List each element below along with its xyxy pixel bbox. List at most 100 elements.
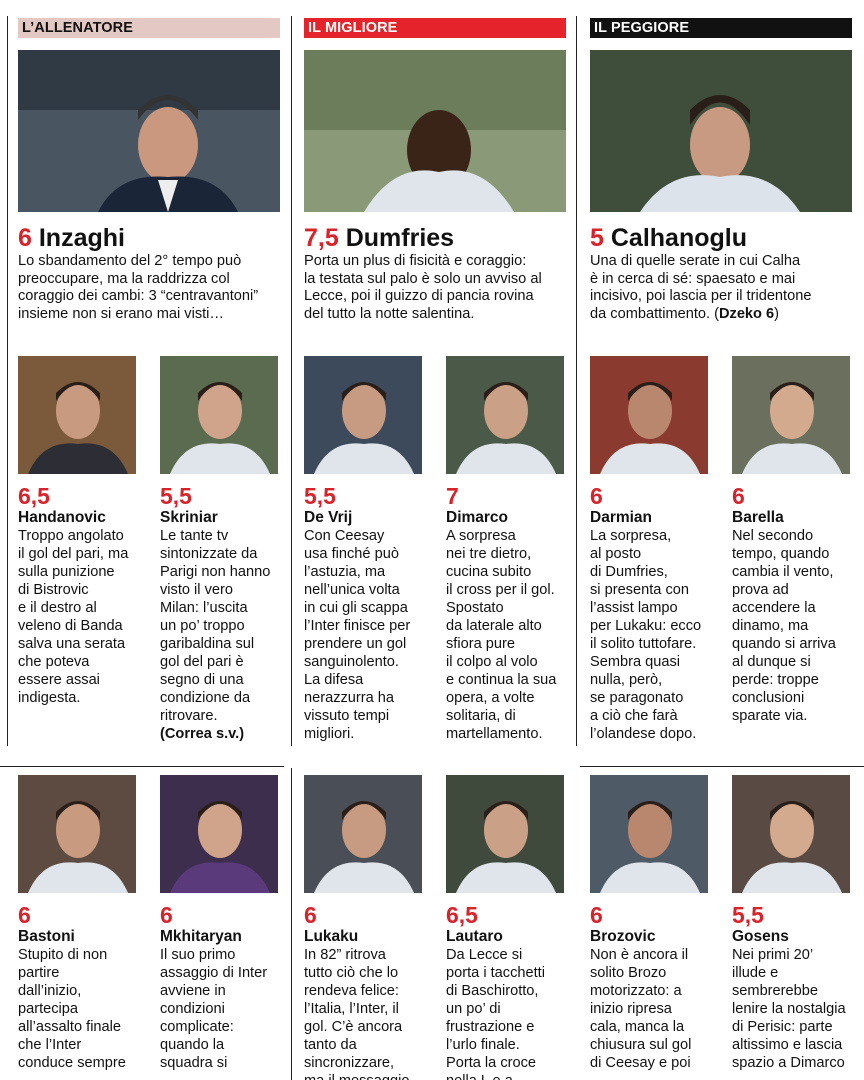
section-divider — [0, 766, 284, 767]
text-line: sembrerebbe — [732, 983, 818, 999]
player-text: Il suo primo assaggio di Inter avviene in c… — [160, 946, 267, 1072]
player-text: In 82” ritrova tutto ciò che lo rendeva fe… — [304, 946, 409, 1080]
text-line: tutto ciò che lo — [304, 965, 399, 981]
text-line: spazio a Dimarco — [732, 1055, 845, 1071]
text-line: Nel secondo — [732, 528, 814, 544]
worst-grade: 5 — [590, 224, 604, 252]
player-text: Troppo angolato il gol del pari, ma sulla … — [18, 527, 128, 707]
text-line: quando si arriva — [732, 636, 836, 652]
text-line: frustrazione e — [446, 1019, 535, 1035]
text-line: In 82” ritrova — [304, 947, 386, 963]
player-name: Bastoni — [18, 928, 75, 945]
text-line: si presenta con — [590, 582, 689, 598]
best-name: Dumfries — [345, 224, 455, 252]
player-text: Da Lecce si porta i tacchetti di Baschirot… — [446, 946, 545, 1080]
player-name: Darmian — [590, 509, 653, 526]
text-line: sanguinolento. — [304, 654, 399, 670]
text-line: e il destro al — [18, 600, 97, 616]
player-photo — [304, 775, 422, 893]
text-line: il solito tuttofare. — [590, 636, 697, 652]
text-line: indigesta. — [18, 690, 81, 706]
text-line: conduce sempre — [18, 1055, 126, 1071]
coach-name: Inzaghi — [38, 224, 125, 252]
text-line: essere assai — [18, 672, 100, 688]
player-photo — [446, 775, 564, 893]
text-line: squadra si — [160, 1055, 228, 1071]
text-line: coraggio dei cambi: 3 “centravantoni” — [18, 288, 259, 304]
text-line: segno di una — [160, 672, 244, 688]
text-line: solito Brozo — [590, 965, 667, 981]
text-line: preoccupare, ma la raddrizza col — [18, 270, 230, 287]
banner-best: IL MIGLIORE — [304, 18, 566, 38]
column-divider — [7, 16, 8, 746]
worst-player-photo — [590, 50, 852, 212]
text-line: insieme non si erano mai visti… — [18, 305, 225, 322]
text-line: ma il messaggio — [304, 1072, 409, 1080]
player-photo — [446, 356, 564, 474]
text-line: condizione da — [160, 690, 251, 706]
text-line: nella L e a — [446, 1072, 545, 1080]
text-line: perde: troppe — [732, 672, 819, 688]
player-text: A sorpresa nei tre dietro, cucina subito il… — [446, 527, 556, 743]
text-line: il gol del pari, ma — [18, 546, 129, 562]
text-line: Milan: l’uscita — [160, 600, 248, 616]
player-grade: 6 — [590, 902, 603, 928]
text-line: partire — [18, 965, 60, 981]
player-grade: 6,5 — [18, 483, 50, 509]
banner-coach: L’ALLENATORE — [18, 18, 280, 38]
text-line: porta i tacchetti — [446, 965, 545, 981]
sub-player: Dzeko 6 — [718, 305, 775, 322]
player-text: Le tante tv sintonizzate da Parigi non han… — [160, 527, 270, 743]
text-line: migliori. — [304, 726, 355, 742]
best-player-photo — [304, 50, 566, 212]
player-grade: 6 — [732, 483, 745, 509]
text-line: Non è ancora il — [590, 947, 689, 963]
text-line: Le tante tv — [160, 528, 229, 544]
player-grade: 6 — [590, 483, 603, 509]
text-line: quando la — [160, 1037, 225, 1053]
banner-worst: IL PEGGIORE — [590, 18, 852, 38]
text-line: che poteva — [18, 654, 90, 670]
text-line: lenire la nostalgia — [732, 1001, 846, 1017]
player-name: De Vrij — [304, 509, 353, 526]
text-line: l’Inter finisce per — [304, 618, 411, 634]
text-line: Stupito di non — [18, 947, 108, 963]
best-title: 7,5 Dumfries — [304, 225, 454, 251]
text-line: incisivo, poi lascia per il tridentone — [590, 288, 812, 304]
coach-photo — [18, 50, 280, 212]
text-fragment: ) — [774, 305, 780, 322]
worst-title: 5 Calhanoglu — [590, 225, 747, 251]
player-name: Brozovic — [590, 928, 656, 945]
text-line: di Baschirotto, — [446, 983, 539, 999]
text-line: è in cerca di sé: spaesato e mai — [590, 270, 796, 287]
text-line: di Perisic: parte — [732, 1019, 833, 1035]
player-grade: 6 — [304, 902, 317, 928]
text-line: chiusura sul gol — [590, 1037, 692, 1053]
text-line: prendere un gol — [304, 636, 407, 652]
text-line: opera, a volte — [446, 690, 535, 706]
worst-text: Una di quelle serate in cui Calha è in c… — [590, 253, 811, 323]
text-line: gol. C’è ancora — [304, 1019, 403, 1035]
text-line: al posto — [590, 546, 642, 562]
text-line: l’assist lampo — [590, 600, 678, 616]
text-line: avviene in — [160, 983, 226, 999]
text-line: partecipa — [18, 1001, 79, 1017]
text-line: cucina subito — [446, 564, 532, 580]
player-grade: 6,5 — [446, 902, 478, 928]
player-name: Mkhitaryan — [160, 928, 242, 945]
text-fragment: da combattimento. ( — [590, 305, 719, 322]
text-line: illude e — [732, 965, 779, 981]
best-text: Porta un plus di fisicità e coraggio: la… — [304, 253, 542, 323]
text-line: Porta la croce — [446, 1055, 537, 1071]
text-line: prova ad — [732, 582, 789, 598]
player-text: Nei primi 20’ illude e sembrerebbe lenire l… — [732, 946, 846, 1072]
text-line: Lecce, poi il guizzo di pancia rovina — [304, 288, 534, 304]
player-name: Gosens — [732, 928, 789, 945]
text-line: motorizzato: a — [590, 983, 682, 999]
text-line: che l’Inter — [18, 1037, 82, 1053]
text-line: nell’unica volta — [304, 582, 400, 598]
player-text: La sorpresa, al posto di Dumfries, si prese… — [590, 527, 701, 743]
text-line: solitaria, di — [446, 708, 516, 724]
text-line: sulla punizione — [18, 564, 115, 580]
column-divider — [291, 768, 292, 1080]
